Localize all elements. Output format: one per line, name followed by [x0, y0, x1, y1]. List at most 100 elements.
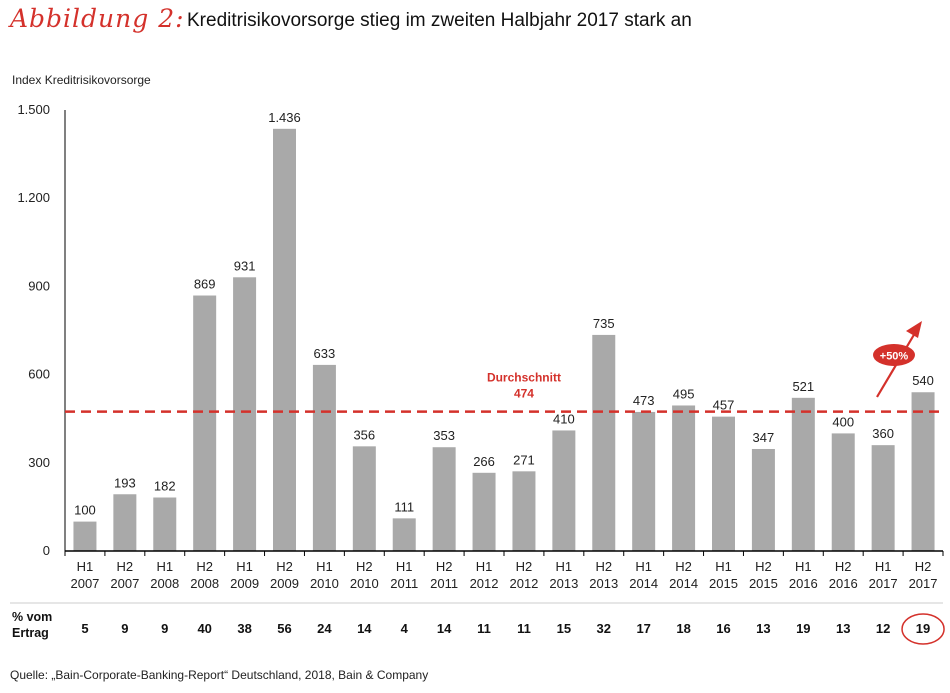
y-tick-label: 600 — [28, 367, 50, 382]
ertrag-value: 56 — [277, 621, 291, 636]
bar — [751, 448, 775, 551]
bar — [432, 447, 456, 551]
bar — [113, 494, 137, 551]
bar — [352, 446, 376, 551]
value-labels: 100 193 182 869 931 1.436 633 356 111 353 266 271 41… — [74, 110, 934, 518]
x-tick-label-half: H1 — [875, 559, 892, 574]
x-tick-label-year: 2009 — [230, 576, 259, 591]
x-tick-label-year: 2010 — [350, 576, 379, 591]
ertrag-value: 9 — [121, 621, 128, 636]
ertrag-value: 17 — [636, 621, 650, 636]
source-note: Quelle: „Bain-Corporate-Banking-Report“ … — [10, 668, 429, 682]
ertrag-value: 13 — [836, 621, 850, 636]
ertrag-value: 19 — [796, 621, 810, 636]
ertrag-value: 14 — [437, 621, 452, 636]
bar — [831, 433, 855, 551]
x-tick-label-half: H2 — [117, 559, 134, 574]
y-axis-label: Index Kreditrisikovorsorge — [12, 73, 151, 87]
chart-title: Kreditrisikovorsorge stieg im zweiten Ha… — [187, 10, 692, 31]
x-tick-label-year: 2012 — [470, 576, 499, 591]
x-tick-label-year: 2009 — [270, 576, 299, 591]
value-label: 400 — [832, 414, 854, 429]
y-tick-label: 1.200 — [17, 190, 50, 205]
x-tick-label-year: 2017 — [909, 576, 938, 591]
ertrag-value: 32 — [597, 621, 611, 636]
bar — [312, 364, 336, 551]
value-label: 633 — [314, 346, 336, 361]
bar — [392, 518, 416, 551]
bar — [273, 128, 296, 552]
x-tick-label-half: H2 — [835, 559, 852, 574]
x-tick-label-year: 2011 — [390, 576, 418, 591]
x-tick-label-year: 2015 — [749, 576, 778, 591]
value-label: 356 — [353, 427, 375, 442]
bar — [73, 521, 97, 551]
ertrag-value: 11 — [477, 621, 491, 636]
x-tick-label-year: 2015 — [709, 576, 738, 591]
growth-annotation: +50% — [873, 321, 922, 398]
bar — [512, 471, 536, 551]
ertrag-value: 13 — [756, 621, 770, 636]
bar — [592, 334, 616, 551]
x-tick-label-half: H1 — [396, 559, 413, 574]
ertrag-value: 19 — [916, 621, 930, 636]
x-axis-ticks — [64, 551, 944, 556]
x-tick-label-half: H2 — [436, 559, 453, 574]
ertrag-value: 18 — [676, 621, 690, 636]
x-tick-label-year: 2016 — [789, 576, 818, 591]
value-label: 410 — [553, 411, 575, 426]
y-tick-label: 0 — [43, 543, 50, 558]
value-label: 266 — [473, 454, 495, 469]
bar — [552, 430, 576, 551]
growth-badge-label: +50% — [880, 351, 909, 363]
x-tick-label-half: H1 — [556, 559, 573, 574]
x-axis-labels: H1 2007 H2 2007 H1 2008 H2 2008 H1 2009 H2 2009 H1 20… — [70, 559, 937, 591]
x-tick-label-year: 2008 — [150, 576, 179, 591]
x-tick-label-half: H2 — [915, 559, 932, 574]
value-label: 193 — [114, 475, 136, 490]
x-tick-label-year: 2013 — [549, 576, 578, 591]
figure-label: Abbildung 2: — [10, 4, 185, 33]
x-tick-label-half: H1 — [77, 559, 94, 574]
x-tick-label-half: H1 — [795, 559, 812, 574]
x-tick-label-year: 2007 — [110, 576, 139, 591]
x-tick-label-half: H1 — [476, 559, 493, 574]
value-label: 271 — [513, 452, 535, 467]
ertrag-value: 4 — [401, 621, 409, 636]
value-label: 540 — [912, 373, 934, 388]
ertrag-value: 11 — [517, 621, 531, 636]
x-tick-label-half: H1 — [715, 559, 732, 574]
x-tick-label-year: 2016 — [829, 576, 858, 591]
ertrag-value: 16 — [716, 621, 730, 636]
bar — [911, 392, 935, 551]
y-axis-ticks: 0 300 600 900 1.200 1.500 — [17, 102, 50, 558]
bar — [193, 295, 217, 551]
x-tick-label-year: 2010 — [310, 576, 339, 591]
y-tick-label: 300 — [28, 455, 50, 470]
y-tick-label: 900 — [28, 278, 50, 293]
ertrag-highlight-circle — [901, 613, 945, 645]
x-tick-label-half: H1 — [236, 559, 253, 574]
average-label: Durchschnitt — [487, 371, 561, 385]
growth-badge — [873, 344, 915, 366]
value-label: 473 — [633, 393, 655, 408]
x-tick-label-year: 2017 — [869, 576, 898, 591]
x-tick-label-year: 2014 — [669, 576, 698, 591]
value-label: 182 — [154, 478, 176, 493]
growth-arrow-head — [906, 321, 922, 338]
value-label: 495 — [673, 386, 695, 401]
x-tick-label-half: H2 — [675, 559, 692, 574]
value-label: 1.436 — [268, 110, 301, 125]
value-label: 869 — [194, 277, 216, 292]
x-tick-label-half: H2 — [516, 559, 533, 574]
x-tick-label-half: H2 — [276, 559, 293, 574]
value-label: 360 — [872, 426, 894, 441]
bar — [791, 397, 815, 551]
value-label: 931 — [234, 258, 256, 273]
bar — [672, 405, 696, 551]
x-tick-label-half: H1 — [316, 559, 333, 574]
ertrag-value: 9 — [161, 621, 168, 636]
x-tick-label-half: H1 — [156, 559, 173, 574]
x-tick-label-year: 2013 — [589, 576, 618, 591]
